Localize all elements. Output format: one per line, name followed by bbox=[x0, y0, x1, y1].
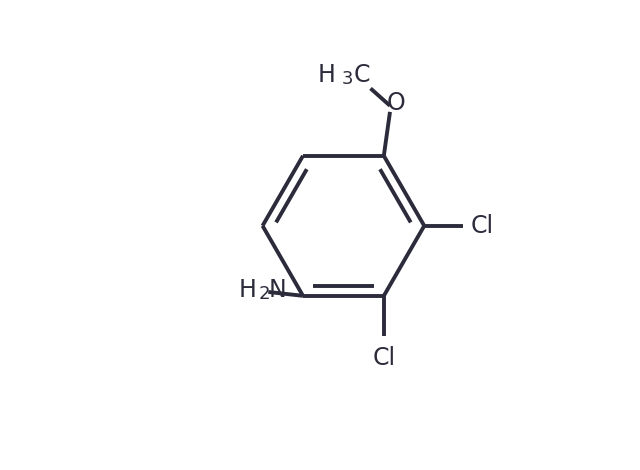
Text: N: N bbox=[268, 278, 286, 302]
Text: H: H bbox=[239, 278, 257, 302]
Text: 2: 2 bbox=[259, 285, 271, 303]
Text: Cl: Cl bbox=[470, 214, 493, 238]
Text: H: H bbox=[318, 63, 336, 86]
Text: C: C bbox=[354, 63, 370, 86]
Text: Cl: Cl bbox=[372, 346, 396, 370]
Text: 3: 3 bbox=[341, 70, 353, 88]
Text: O: O bbox=[387, 91, 406, 115]
